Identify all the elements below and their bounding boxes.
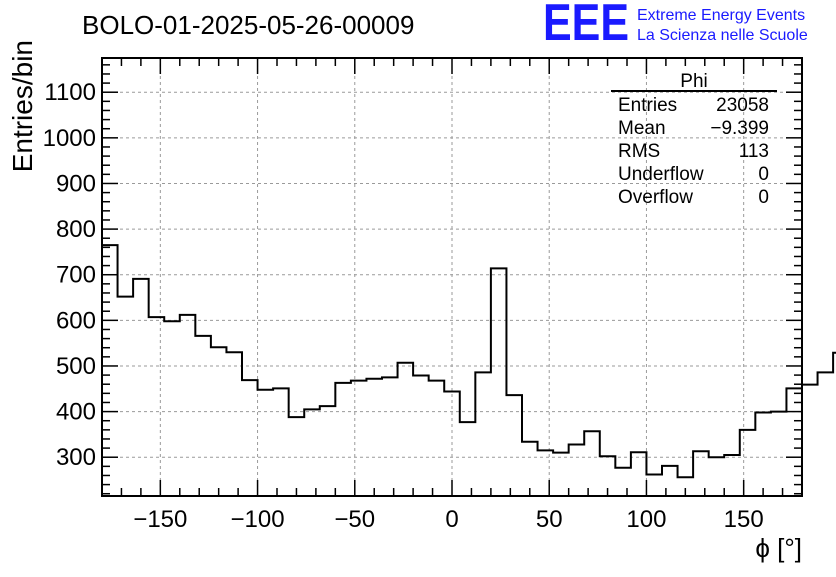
histogram-bin [413,376,429,496]
histogram-bin [786,388,802,496]
histogram-bin [646,475,662,496]
histogram-bin [538,450,554,496]
histogram-bin [242,380,258,496]
y-tick-label: 300 [56,444,96,471]
x-tick-label: 150 [724,506,764,533]
histogram-bin [164,321,180,496]
histogram-bin [693,451,709,496]
stats-value: 23058 [716,95,769,116]
logo-line1: Extreme Energy Events [637,7,805,24]
histogram-bin [755,413,771,496]
x-tick-label: 100 [626,506,666,533]
x-tick-label: 0 [445,506,458,533]
stats-value: 0 [758,187,769,208]
histogram-bin [102,245,118,496]
histogram-bin [335,383,351,496]
y-tick-label: 1000 [43,125,96,152]
histogram-bin [226,352,242,496]
x-tick-label: −50 [334,506,375,533]
y-axis-label: Entries/bin [7,40,38,172]
histogram-bin [584,431,600,496]
histogram-bin [351,381,367,496]
y-tick-label: 400 [56,399,96,426]
histogram-series [101,244,836,496]
stats-label: Mean [618,118,666,139]
y-axis: 300 400 500 600 700 800 900 1000 1100 [43,64,802,495]
stats-label: Underflow [618,164,704,185]
histogram-bin [289,417,305,496]
histogram-bin [662,466,678,496]
stats-value: 113 [739,141,769,162]
histogram-bin [133,279,149,496]
stats-rows: Entries 23058 Mean −9.399 RMS 113 Underflow 0 Ov… [618,95,769,208]
eee-logo: EEE [543,0,629,52]
histogram-bin [506,395,522,496]
histogram-bin [273,388,289,496]
histogram-bin [149,317,165,496]
grid-lines [102,58,802,496]
x-axis: −150 −100 −50 0 50 100 150 [101,58,803,533]
histogram-bin [118,297,134,496]
y-tick-label: 600 [56,307,96,334]
x-tick-label: 50 [536,506,563,533]
stats-box: Phi Entries 23058 Mean −9.399 RMS 113 Underflo… [611,71,777,208]
histogram-bin [553,453,569,496]
stats-label: RMS [618,141,660,162]
histogram-bin [460,422,476,496]
histogram-bin [802,385,818,496]
y-tick-label: 1100 [44,79,96,106]
stats-title: Phi [680,71,707,92]
y-tick-label: 800 [56,216,96,243]
x-axis-label: ϕ [°] [755,533,802,563]
histogram-bin [382,377,398,496]
y-tick-label: 900 [56,170,96,197]
histogram-bin [398,363,414,496]
stats-label: Overflow [618,187,693,208]
histogram-bin [740,430,756,496]
stats-value: 0 [758,164,769,185]
histogram-bin [180,315,196,496]
x-tick-label: −150 [133,506,187,533]
x-tick-label: −100 [231,506,285,533]
histogram-bin [366,379,382,496]
histogram-outline [101,244,836,496]
histogram-bin [258,390,274,496]
histogram-bin [771,412,787,496]
histogram-bin [615,468,631,496]
histogram-bin [631,452,647,496]
histogram-bin [429,381,445,496]
histogram-bin [491,268,507,496]
histogram-bin [320,406,336,496]
histogram-bin [522,442,538,496]
histogram-bin [304,409,320,496]
histogram-bin [709,457,725,496]
stats-value: −9.399 [710,118,769,139]
histogram-bin [195,336,211,496]
histogram-bin [569,444,585,496]
histogram-bin [475,372,491,496]
histogram-bin [818,372,834,496]
logo-line2: La Scienza nelle Scuole [637,27,808,44]
stats-label: Entries [618,95,677,116]
y-tick-label: 500 [56,353,96,380]
run-title: BOLO-01-2025-05-26-00009 [82,10,414,40]
y-tick-label: 700 [56,262,96,289]
histogram-bin [724,455,740,496]
histogram-bin [211,347,227,496]
